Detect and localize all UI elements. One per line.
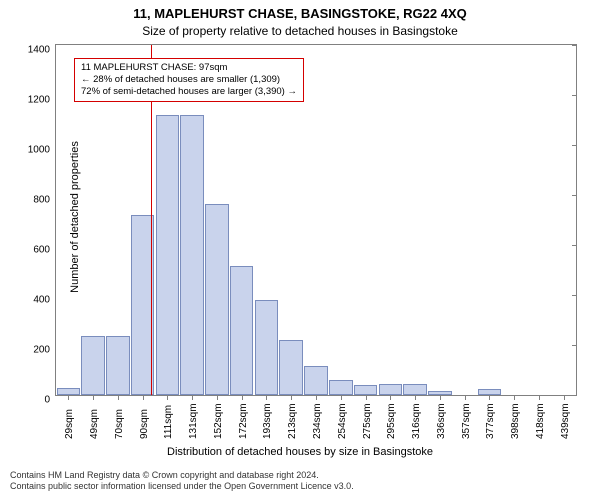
- x-tick-label: 152sqm: [213, 403, 224, 439]
- x-tick-mark: [192, 395, 193, 400]
- y-tick-mark: [572, 95, 577, 96]
- histogram-bar: [57, 388, 81, 396]
- x-tick-mark: [242, 395, 243, 400]
- x-tick-label: 377sqm: [485, 403, 496, 439]
- x-tick-label: 193sqm: [262, 403, 273, 439]
- histogram-bar: [379, 384, 403, 395]
- y-axis-label: Number of detached properties: [69, 117, 81, 317]
- y-tick-label: 400: [33, 295, 56, 306]
- histogram-bar: [403, 384, 427, 395]
- y-tick-mark: [572, 295, 577, 296]
- footer-line-2: Contains public sector information licen…: [10, 481, 590, 492]
- y-tick-label: 800: [33, 195, 56, 206]
- x-tick-mark: [143, 395, 144, 400]
- y-tick-label: 1200: [28, 95, 56, 106]
- x-tick-label: 213sqm: [287, 403, 298, 439]
- y-tick-mark: [572, 345, 577, 346]
- histogram-bar: [106, 336, 130, 395]
- annotation-line-2: ← 28% of detached houses are smaller (1,…: [81, 74, 297, 86]
- x-tick-label: 172sqm: [238, 403, 249, 439]
- x-tick-mark: [167, 395, 168, 400]
- x-tick-label: 295sqm: [386, 403, 397, 439]
- y-tick-mark: [572, 145, 577, 146]
- x-tick-label: 90sqm: [139, 409, 150, 439]
- x-tick-label: 275sqm: [362, 403, 373, 439]
- histogram-bar: [304, 366, 328, 395]
- x-tick-mark: [68, 395, 69, 400]
- x-tick-mark: [341, 395, 342, 400]
- y-tick-mark: [572, 245, 577, 246]
- y-tick-label: 0: [44, 395, 56, 406]
- x-tick-mark: [118, 395, 119, 400]
- annotation-line-1: 11 MAPLEHURST CHASE: 97sqm: [81, 62, 297, 74]
- x-tick-label: 234sqm: [312, 403, 323, 439]
- y-tick-label: 200: [33, 345, 56, 356]
- x-tick-mark: [217, 395, 218, 400]
- x-tick-mark: [415, 395, 416, 400]
- histogram-bar: [329, 380, 353, 395]
- chart-title: 11, MAPLEHURST CHASE, BASINGSTOKE, RG22 …: [0, 6, 600, 21]
- x-tick-label: 254sqm: [337, 403, 348, 439]
- annotation-line-3: 72% of semi-detached houses are larger (…: [81, 86, 297, 98]
- x-tick-mark: [366, 395, 367, 400]
- histogram-bar: [255, 300, 279, 395]
- x-axis-label: Distribution of detached houses by size …: [0, 446, 600, 458]
- x-tick-mark: [291, 395, 292, 400]
- x-tick-label: 131sqm: [188, 403, 199, 439]
- x-tick-mark: [93, 395, 94, 400]
- x-tick-label: 357sqm: [461, 403, 472, 439]
- x-tick-label: 70sqm: [114, 409, 125, 439]
- y-tick-label: 600: [33, 245, 56, 256]
- x-tick-label: 439sqm: [560, 403, 571, 439]
- y-tick-mark: [572, 195, 577, 196]
- x-tick-mark: [266, 395, 267, 400]
- x-tick-label: 316sqm: [411, 403, 422, 439]
- histogram-bar: [81, 336, 105, 395]
- x-tick-mark: [489, 395, 490, 400]
- histogram-bar: [279, 340, 303, 395]
- x-tick-mark: [514, 395, 515, 400]
- y-tick-label: 1000: [28, 145, 56, 156]
- y-tick-mark: [572, 395, 577, 396]
- x-tick-mark: [440, 395, 441, 400]
- x-tick-label: 418sqm: [535, 403, 546, 439]
- x-tick-label: 49sqm: [89, 409, 100, 439]
- histogram-bar: [156, 115, 180, 395]
- x-tick-label: 29sqm: [64, 409, 75, 439]
- x-tick-label: 336sqm: [436, 403, 447, 439]
- x-tick-mark: [316, 395, 317, 400]
- x-tick-mark: [539, 395, 540, 400]
- chart-subtitle: Size of property relative to detached ho…: [0, 24, 600, 38]
- histogram-bar: [354, 385, 378, 395]
- histogram-bar: [230, 266, 254, 395]
- footer-line-1: Contains HM Land Registry data © Crown c…: [10, 470, 590, 481]
- x-tick-mark: [465, 395, 466, 400]
- x-tick-label: 398sqm: [510, 403, 521, 439]
- y-tick-mark: [572, 45, 577, 46]
- y-tick-label: 1400: [28, 45, 56, 56]
- property-size-chart: 11, MAPLEHURST CHASE, BASINGSTOKE, RG22 …: [0, 0, 600, 500]
- x-tick-mark: [564, 395, 565, 400]
- histogram-bar: [180, 115, 204, 395]
- histogram-bar: [205, 204, 229, 395]
- chart-footer: Contains HM Land Registry data © Crown c…: [10, 470, 590, 492]
- annotation-box: 11 MAPLEHURST CHASE: 97sqm ← 28% of deta…: [74, 58, 304, 102]
- x-tick-mark: [390, 395, 391, 400]
- x-tick-label: 111sqm: [163, 405, 174, 439]
